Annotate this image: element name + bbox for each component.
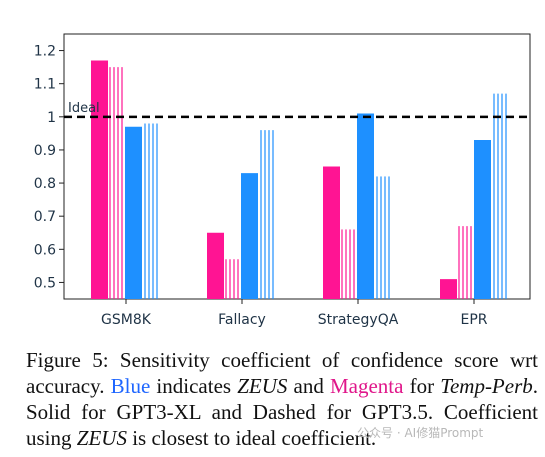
chart: 0.5 0.6 0.7 0.8 0.9 1 1.1 1.2 Ideal GSM8K Fallac… <box>34 33 531 328</box>
caption-zeus-1: ZEUS <box>237 374 288 398</box>
bar-blue-solid <box>241 173 258 299</box>
caption-text-4: for <box>403 374 441 398</box>
caption-zeus-2: ZEUS <box>76 426 127 450</box>
caption-text-1: Figure 5: Sensitivity coefficient of con… <box>26 348 538 398</box>
bar-magenta-solid <box>440 279 457 299</box>
caption-magenta-word: Magenta <box>329 374 404 398</box>
y-tick-label: 0.8 <box>34 176 56 192</box>
bar-magenta-solid <box>323 166 340 299</box>
y-tick-label: 0.5 <box>34 275 56 291</box>
caption-text-5: . Solid for GPT3-XL and Dashed for GPT3.… <box>26 374 539 450</box>
y-tick-label: 1.1 <box>34 77 56 93</box>
caption-text-2: indicates <box>150 374 238 398</box>
ideal-label: Ideal <box>68 101 100 116</box>
y-axis: 0.5 0.6 0.7 0.8 0.9 1 1.1 1.2 <box>34 44 64 291</box>
bar-blue-solid <box>357 113 374 299</box>
bar-blue-solid <box>125 126 142 299</box>
bar-blue-solid <box>474 140 491 299</box>
ideal-reference-line: Ideal <box>64 101 530 119</box>
y-tick-label: 0.6 <box>34 242 56 258</box>
bar-magenta-solid <box>91 60 108 299</box>
x-tick-label: Fallacy <box>218 312 266 328</box>
bar-magenta-solid <box>207 232 224 299</box>
caption-blue-word: Blue <box>110 374 151 398</box>
figure-caption: Figure 5: Sensitivity coefficient of con… <box>26 347 538 451</box>
y-tick-label: 0.7 <box>34 209 56 225</box>
caption-temp-perb: Temp-Perb <box>440 374 533 398</box>
x-axis: GSM8K Fallacy StrategyQA EPR <box>101 299 488 328</box>
y-tick-label: 0.9 <box>34 143 56 159</box>
caption-text-3: and <box>287 374 330 398</box>
x-tick-label: StrategyQA <box>318 312 399 328</box>
watermark: 公众号 · AI修猫Prompt <box>357 426 484 440</box>
bars <box>91 60 507 299</box>
x-tick-label: GSM8K <box>101 312 152 328</box>
y-tick-label: 1 <box>47 110 56 126</box>
plot-border <box>63 33 531 300</box>
caption-text-6: is closest to ideal coefficient. <box>126 426 377 450</box>
plot-frame <box>63 33 531 300</box>
y-tick-label: 1.2 <box>34 44 56 60</box>
x-tick-label: EPR <box>460 312 487 328</box>
